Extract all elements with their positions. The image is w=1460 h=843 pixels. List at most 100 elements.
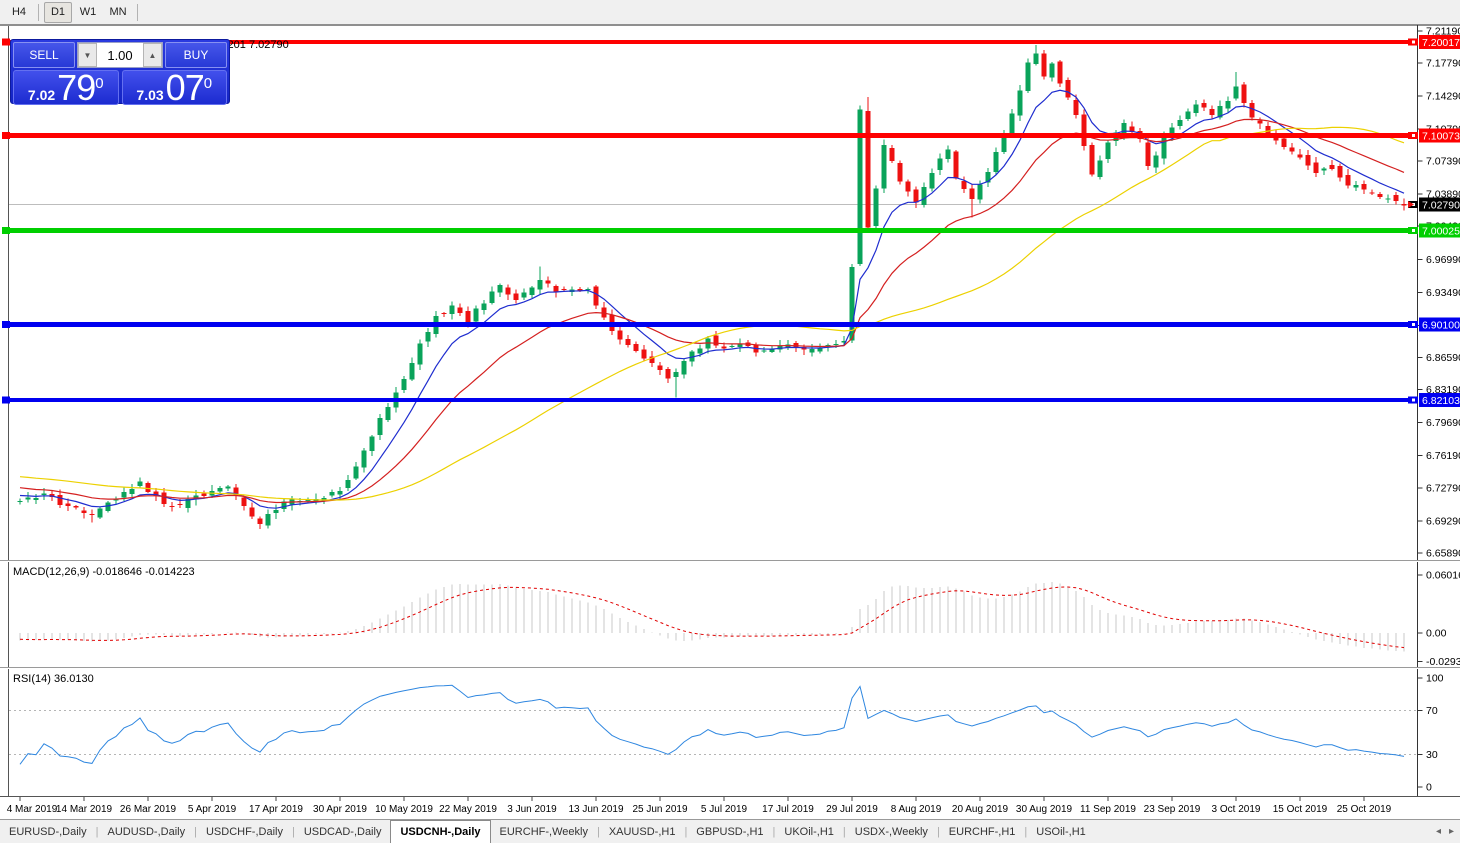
candle-body: [1001, 134, 1007, 152]
hline-handle[interactable]: [2, 227, 10, 235]
candle-body: [361, 450, 367, 468]
candle-body: [809, 348, 815, 353]
tab-separator: |: [936, 825, 940, 838]
sell-button[interactable]: SELL: [13, 42, 75, 68]
price-badge-tick-dot: [1412, 322, 1415, 326]
date-axis-label: 4 Mar 2019: [7, 804, 58, 815]
candle-body: [1385, 198, 1391, 200]
chart-tab-usdcad[interactable]: USDCAD-,Daily: [303, 825, 382, 838]
candle-body: [217, 487, 223, 492]
hline-handle[interactable]: [2, 38, 10, 46]
timeframe-button-h4[interactable]: H4: [11, 5, 27, 18]
candle-body: [1105, 142, 1111, 160]
volume-value[interactable]: 1.00: [107, 47, 133, 63]
tab-separator: |: [291, 825, 295, 838]
tab-scroll-left-icon[interactable]: ◂: [1435, 826, 1441, 837]
candle-body: [1145, 142, 1151, 167]
chart-tab-usoil[interactable]: USOil-,H1: [1036, 825, 1086, 838]
candle-body: [329, 492, 335, 496]
candle-body: [937, 158, 943, 171]
chart-tab-xauusd[interactable]: XAUUSD-,H1: [608, 825, 676, 838]
macd-pane: [19, 582, 1405, 652]
price-pane: [9, 44, 1418, 530]
candle-body: [633, 343, 639, 352]
buy-price-superscript: 0: [203, 75, 213, 92]
chart-tab-usdx[interactable]: USDX-,Weekly: [854, 825, 928, 838]
chart-tab-gbpusd[interactable]: GBPUSD-,H1: [696, 825, 764, 838]
rsi-axis-label: 100: [1426, 673, 1444, 685]
candle-body: [473, 308, 479, 322]
tab-scroll-right-icon[interactable]: ▸: [1448, 826, 1454, 837]
candle-body: [969, 188, 975, 199]
chart-tab-audusd[interactable]: AUDUSD-,Daily: [107, 825, 186, 838]
tab-separator: |: [1024, 825, 1028, 838]
candle-body: [865, 110, 871, 228]
price-axis-label: 6.79690: [1426, 417, 1460, 429]
candle-body: [681, 360, 687, 375]
candle-body: [1177, 119, 1183, 126]
buy-price-big-digits: 07: [165, 70, 205, 105]
candle-body: [1265, 126, 1271, 133]
candle-body: [425, 332, 431, 342]
candle-body: [1161, 135, 1167, 159]
date-axis-label: 15 Oct 2019: [1273, 804, 1328, 815]
candle-body: [241, 497, 247, 507]
volume-increase-button[interactable]: ▲: [143, 43, 162, 67]
buy-price-prefix: 7.03: [136, 87, 164, 103]
candle-body: [33, 498, 39, 500]
timeframe-button-d1[interactable]: D1: [44, 1, 72, 23]
candle-body: [353, 466, 359, 479]
sell-price-display[interactable]: 7.02 79 0: [13, 70, 119, 105]
candle-body: [977, 184, 983, 200]
date-axis-label: 3 Oct 2019: [1212, 804, 1261, 815]
candle-body: [465, 311, 471, 323]
price-axis-label: 7.21190: [1426, 25, 1460, 37]
date-axis-label: 26 Mar 2019: [120, 804, 177, 815]
chart-tab-usdchf[interactable]: USDCHF-,Daily: [205, 825, 283, 838]
price-badge-label: 7.02790: [1422, 200, 1460, 212]
candle-body: [961, 181, 967, 189]
chart-tab-usdcnh[interactable]: USDCNH-,Daily: [390, 820, 491, 843]
candle-body: [889, 147, 895, 162]
chart-tab-eurchf[interactable]: EURCHF-,H1: [948, 825, 1016, 838]
chart-tab-eurchf[interactable]: EURCHF-,Weekly: [499, 825, 588, 838]
rsi-axis-label: 0: [1426, 782, 1432, 794]
candle-body: [409, 363, 415, 380]
hline-handle[interactable]: [2, 396, 10, 404]
date-axis-label: 22 May 2019: [439, 804, 497, 815]
candle-body: [1217, 106, 1223, 118]
timeframe-button-w1[interactable]: W1: [79, 5, 97, 18]
price-badge: [1419, 128, 1460, 143]
timeframe-button-mn[interactable]: MN: [109, 5, 127, 18]
candle-body: [1009, 113, 1015, 134]
candle-body: [777, 345, 783, 350]
date-axis-label: 30 Aug 2019: [1016, 804, 1073, 815]
candle-body: [529, 287, 535, 295]
candle-body: [1193, 104, 1199, 114]
chart-tab-ukoil[interactable]: UKOil-,H1: [784, 825, 834, 838]
tab-separator: |: [596, 825, 600, 838]
buy-price-display[interactable]: 7.03 07 0: [121, 70, 227, 105]
price-axis-label: 6.96990: [1426, 254, 1460, 266]
candle-body: [73, 506, 79, 508]
rsi-pane: [19, 684, 1405, 765]
candle-body: [1337, 166, 1343, 178]
candle-body: [257, 518, 263, 524]
price-badge-label: 6.90100: [1422, 319, 1460, 331]
date-axis-label: 10 May 2019: [375, 804, 433, 815]
buy-button[interactable]: BUY: [165, 42, 227, 68]
candle-body: [1121, 123, 1127, 135]
hline-handle[interactable]: [2, 320, 10, 328]
price-axis-label: 6.69290: [1426, 515, 1460, 527]
candle-body: [785, 344, 791, 349]
price-badge: [1419, 197, 1460, 212]
candle-body: [793, 343, 799, 347]
candle-body: [1089, 145, 1095, 175]
candle-body: [113, 499, 119, 501]
price-badge-tick-dot: [1412, 40, 1415, 44]
ma-fast-line: [19, 89, 1405, 509]
volume-decrease-button[interactable]: ▼: [78, 43, 97, 67]
hline-handle[interactable]: [2, 132, 10, 140]
chart-tab-eurusd[interactable]: EURUSD-,Daily: [9, 825, 87, 838]
